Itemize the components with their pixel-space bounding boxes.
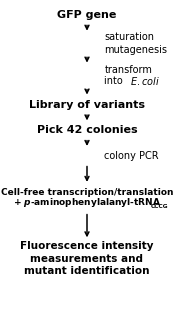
Text: + $\bfit{p}$-aminophenylalanyl-tRNA: + $\bfit{p}$-aminophenylalanyl-tRNA (13, 196, 161, 209)
Text: into: into (104, 76, 126, 86)
Text: $\it{E. coli}$: $\it{E. coli}$ (130, 75, 160, 87)
Text: colony PCR: colony PCR (104, 151, 159, 161)
Text: saturation
mutagenesis: saturation mutagenesis (104, 33, 167, 55)
Text: Cell-free transcription/translation: Cell-free transcription/translation (1, 188, 173, 197)
Text: GFP gene: GFP gene (57, 10, 117, 20)
Text: Fluorescence intensity
measurements and
mutant identification: Fluorescence intensity measurements and … (20, 241, 154, 276)
Text: CCCG: CCCG (151, 205, 169, 209)
Text: transform: transform (104, 65, 152, 75)
Text: Pick 42 colonies: Pick 42 colonies (37, 125, 137, 135)
Text: Library of variants: Library of variants (29, 100, 145, 110)
